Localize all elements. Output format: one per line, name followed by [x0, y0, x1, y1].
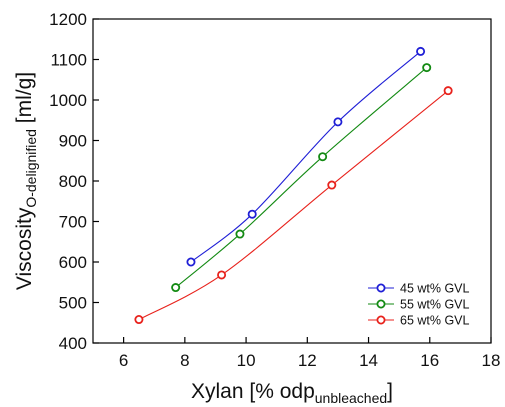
x-axis-ticks: 6 8 10 12 14 16 18 [119, 337, 501, 370]
y-tick-label: 600 [59, 253, 87, 272]
data-point [171, 283, 181, 293]
legend-label: 45 wt% GVL [400, 282, 470, 296]
legend-marker [376, 299, 386, 309]
data-point [217, 270, 227, 280]
data-point [186, 257, 196, 267]
data-point [327, 180, 337, 190]
data-point [443, 86, 453, 96]
y-tick-label: 1100 [50, 51, 87, 70]
legend: 45 wt% GVL 55 wt% GVL 65 wt% GVL [368, 282, 470, 328]
x-tick-label: 12 [298, 351, 317, 370]
y-tick-label: 1200 [49, 10, 87, 29]
series-1 [186, 46, 426, 267]
y-tick-label: 700 [59, 213, 87, 232]
y-tick-label: 500 [59, 294, 87, 313]
series-line [190, 50, 421, 263]
x-tick-label: 6 [119, 351, 128, 370]
y-axis-ticks: 400 500 600 700 800 900 1000 1100 1200 [49, 10, 99, 353]
series-line [175, 67, 428, 288]
legend-item: 65 wt% GVL [368, 314, 470, 328]
series-3 [134, 86, 453, 325]
data-point [247, 209, 257, 219]
x-axis-label-subscript: unbleached [315, 390, 387, 406]
data-point [422, 63, 432, 73]
data-point [235, 229, 245, 239]
data-point [318, 152, 328, 162]
x-axis-label-close: ] [387, 380, 393, 403]
y-tick-label: 900 [59, 132, 87, 151]
y-tick-label: 800 [59, 172, 87, 191]
series-line [138, 90, 449, 320]
x-tick-label: 14 [359, 351, 378, 370]
y-axis-label-subscript: O-delignified [23, 129, 39, 208]
x-axis-label-main: Xylan [% odp [191, 380, 315, 403]
legend-label: 55 wt% GVL [400, 298, 470, 312]
data-point [416, 46, 426, 56]
data-point [333, 117, 343, 127]
series-2 [171, 63, 432, 293]
y-axis-label-main: Viscosity [13, 207, 36, 290]
y-tick-label: 1000 [49, 91, 87, 110]
legend-item: 55 wt% GVL [368, 298, 470, 312]
plot-frame [92, 18, 492, 344]
y-axis-label-rest: [ml/g] [13, 72, 36, 129]
legend-label: 65 wt% GVL [400, 314, 470, 328]
legend-marker [376, 315, 386, 325]
x-axis-label: Xylan [% odpunbleached] [191, 380, 393, 406]
x-tick-label: 16 [420, 351, 439, 370]
x-tick-label: 18 [482, 351, 501, 370]
data-point [134, 315, 144, 325]
legend-item: 45 wt% GVL [368, 282, 470, 296]
series-layer [134, 46, 453, 325]
x-tick-label: 10 [237, 351, 256, 370]
legend-marker [376, 283, 386, 293]
y-axis-label: ViscosityO-delignified [ml/g] [13, 72, 39, 290]
y-tick-label: 400 [59, 334, 87, 353]
x-tick-label: 8 [180, 351, 189, 370]
